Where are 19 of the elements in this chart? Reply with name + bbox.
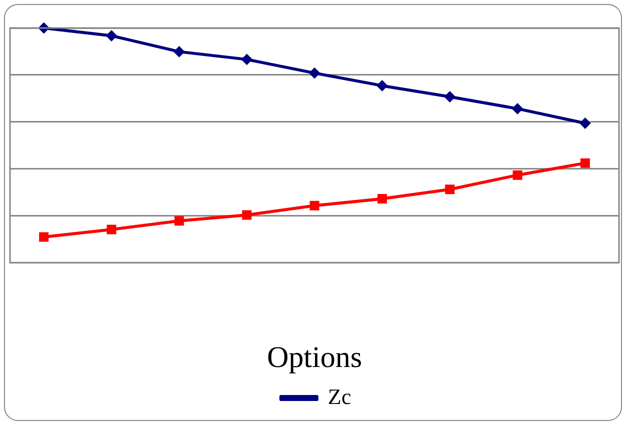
legend-label: Zc (328, 384, 352, 409)
point (106, 30, 117, 42)
point (39, 232, 49, 242)
point (241, 54, 252, 65)
point (106, 224, 116, 234)
point (309, 68, 320, 79)
point (242, 210, 252, 220)
point (580, 118, 591, 129)
point (580, 158, 590, 168)
point (174, 216, 184, 226)
point (174, 46, 185, 58)
x-axis-title: Options (266, 340, 362, 374)
point (445, 184, 455, 194)
point (377, 194, 387, 204)
point (310, 200, 320, 210)
point (376, 80, 388, 92)
point (512, 103, 523, 114)
point (512, 170, 522, 180)
point (444, 91, 456, 102)
